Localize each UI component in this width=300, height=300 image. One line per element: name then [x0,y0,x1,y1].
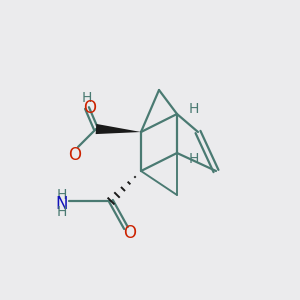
Text: O: O [123,224,136,242]
Text: O: O [83,99,96,117]
Text: H: H [56,188,67,202]
Text: H: H [188,102,199,116]
Text: H: H [188,152,199,166]
Text: H: H [56,206,67,219]
Text: O: O [68,146,82,164]
Text: H: H [82,91,92,105]
Polygon shape [96,124,141,134]
Text: N: N [55,195,68,213]
